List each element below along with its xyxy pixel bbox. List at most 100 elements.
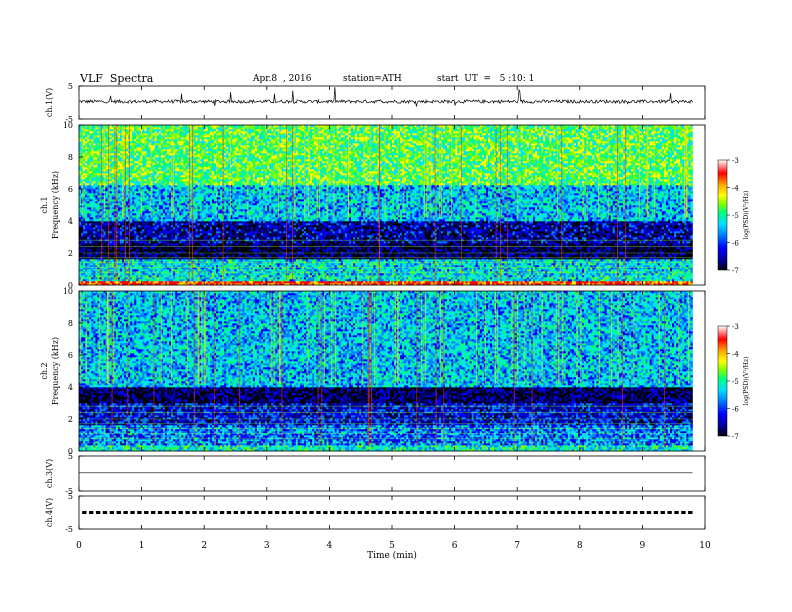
spectrogram-cell: [81, 279, 83, 281]
spectrogram-cell: [312, 263, 314, 265]
spectrogram-cell: [259, 273, 263, 275]
spectrogram-cell: [222, 253, 233, 255]
spectrogram-cell: [621, 277, 623, 279]
spectrogram-cell: [476, 263, 478, 265]
spectrogram-cell: [304, 249, 306, 251]
spectrogram-cell: [549, 249, 557, 251]
spectrogram-cell: [312, 261, 314, 263]
spectrogram-cell: [198, 273, 200, 275]
spectrogram-cell: [318, 273, 320, 275]
spectrogram-cell: [140, 253, 144, 255]
spectrogram-cell: [502, 279, 504, 281]
spectrogram-cell: [236, 269, 240, 271]
spectrogram-cell: [686, 253, 692, 255]
spectrogram-cell: [531, 273, 533, 275]
spectrogram-cell: [91, 277, 93, 279]
spectrogram-cell: [89, 269, 91, 271]
spectrogram-cell: [245, 261, 247, 263]
spectrogram-cell: [650, 263, 652, 265]
spectrogram-cell: [465, 253, 467, 255]
spectrogram-cell: [441, 259, 445, 261]
spectrogram-cell: [275, 263, 277, 265]
spectrogram-cell: [232, 277, 234, 279]
spectrogram-cell: [580, 269, 582, 271]
spectrogram-cell: [519, 259, 521, 261]
spectrogram-cell: [392, 269, 394, 271]
spectrogram-cell: [220, 273, 222, 275]
spectrogram-cell: [439, 261, 443, 263]
spectrogram-cell: [425, 253, 427, 255]
spectrogram-cell: [271, 279, 273, 281]
spectrogram-cell: [351, 263, 353, 265]
spectrogram-cell: [263, 261, 265, 263]
spectrogram-cell: [615, 265, 617, 267]
spectrogram-cell: [410, 281, 412, 283]
spectrogram-cell: [253, 259, 257, 261]
spectrogram-cell: [390, 261, 394, 263]
spectrogram-cell: [144, 261, 148, 263]
spectrogram-cell: [490, 277, 492, 279]
spectrogram-cell: [198, 279, 200, 281]
spectrogram-cell: [621, 265, 623, 267]
spectrogram-cell: [226, 263, 228, 265]
spectrogram-cell: [439, 259, 441, 261]
spectrogram-cell: [596, 263, 598, 265]
spectrogram-cell: [241, 247, 254, 249]
spectrogram-cell: [241, 273, 243, 275]
spectrogram-cell: [159, 281, 163, 283]
spectrogram-cell: [545, 265, 547, 267]
spectrogram-cell: [347, 247, 353, 249]
spectrogram-cell: [106, 279, 108, 281]
spectrogram-cell: [615, 253, 619, 255]
spectrogram-cell: [662, 279, 666, 281]
spectrogram-cell: [236, 259, 238, 261]
spectrogram-cell: [539, 273, 541, 275]
spectrogram-cell: [382, 277, 386, 279]
spectrogram-cell: [394, 249, 396, 251]
spectrogram-cell: [120, 259, 122, 261]
spectrogram-cell: [194, 253, 196, 255]
spectrogram-cell: [122, 257, 124, 259]
spectrogram-cell: [537, 279, 539, 281]
spectrogram-cell: [277, 259, 283, 261]
spectrogram-cell: [253, 257, 255, 259]
spectrogram-cell: [541, 249, 547, 251]
spectrogram-cell: [335, 265, 337, 267]
spectrogram-cell: [496, 263, 498, 265]
spectrogram-cell: [173, 255, 175, 257]
spectrogram-cell: [298, 265, 300, 267]
spectrogram-cell: [515, 261, 517, 263]
spectrogram-cell: [564, 277, 566, 279]
spectrogram-cell: [639, 257, 643, 259]
spectrogram-cell: [216, 273, 218, 275]
spectrogram-cell: [384, 257, 386, 259]
spectrogram-cell: [335, 277, 337, 279]
spectrogram-cell: [183, 259, 185, 261]
spectrogram-cell: [214, 249, 216, 251]
spectrogram-cell: [619, 263, 621, 265]
spectrogram-cell: [437, 265, 443, 267]
spectrogram-cell: [236, 277, 238, 279]
spectrogram-cell: [664, 269, 666, 271]
spectrogram-cell: [611, 249, 613, 251]
spectrogram-cell: [631, 281, 635, 283]
spectrogram-cell: [590, 249, 594, 251]
spectrogram-cell: [510, 247, 512, 249]
spectrogram-cell: [386, 273, 392, 275]
spectrogram-cell: [373, 263, 377, 265]
spectrogram-cell: [672, 279, 674, 281]
spectrogram-cell: [194, 279, 198, 281]
spectrogram-cell: [234, 277, 236, 279]
spectrogram-cell: [486, 261, 490, 263]
spectrogram-cell: [668, 259, 670, 261]
spectrogram-cell: [437, 269, 439, 271]
spectrogram-cell: [490, 261, 492, 263]
spectrogram-cell: [598, 269, 600, 271]
spectrogram-cell: [169, 265, 171, 267]
spectrogram-cell: [89, 261, 93, 263]
spectrogram-cell: [179, 257, 181, 259]
spectrogram-cell: [647, 249, 660, 251]
spectrogram-cell: [388, 277, 394, 279]
spectrogram-cell: [185, 263, 187, 265]
spectrogram-cell: [365, 261, 367, 263]
